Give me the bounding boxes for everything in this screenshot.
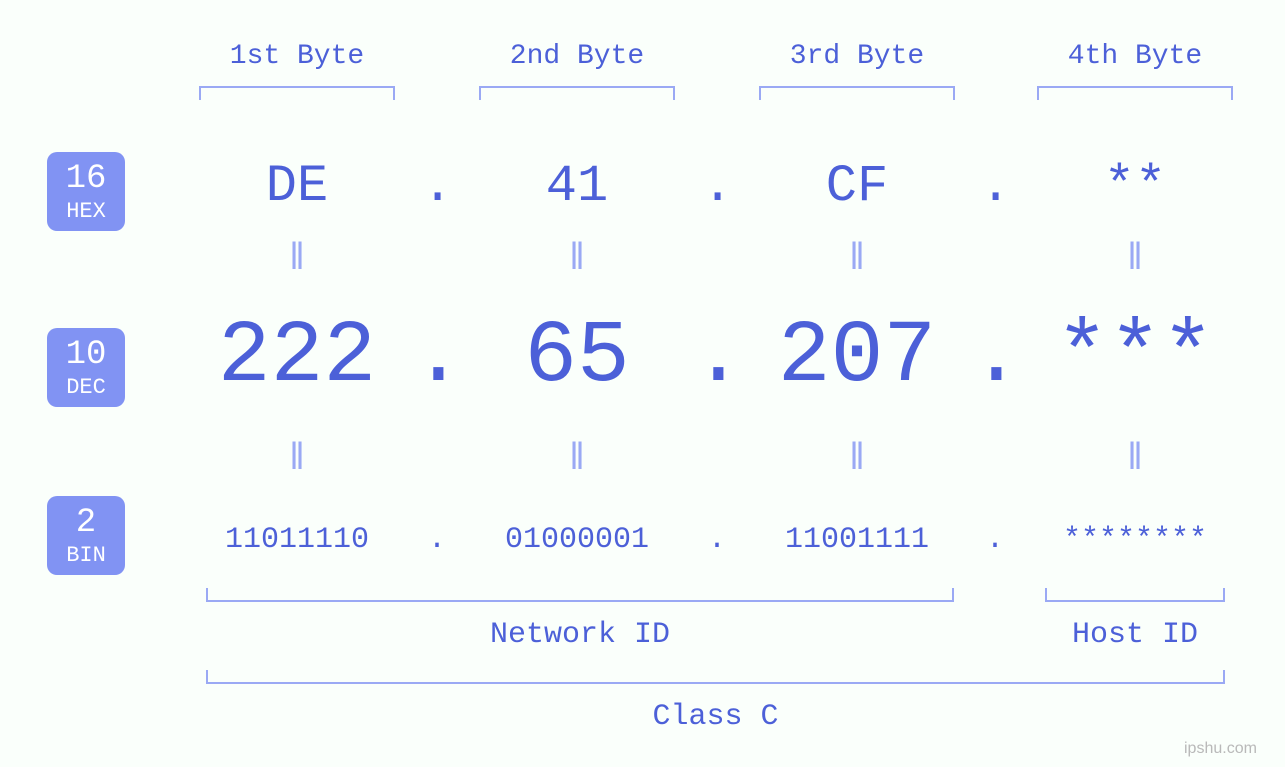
eq1-4: ǁ [1120,238,1150,281]
bin-dot-1: . [422,523,452,557]
badge-bin-lbl: BIN [47,544,125,567]
dec-3: 207 [757,308,957,407]
bin-4: ******** [1035,523,1235,557]
bin-3: 11001111 [757,523,957,557]
hex-dot-2: . [702,157,732,216]
header-bracket-2 [479,86,675,100]
byte-header-4: 4th Byte [1055,41,1215,72]
watermark: ipshu.com [1184,740,1257,758]
byte-header-2: 2nd Byte [497,41,657,72]
host-id-label: Host ID [1045,618,1225,652]
header-bracket-1 [199,86,395,100]
hex-dot-1: . [422,157,452,216]
header-bracket-4 [1037,86,1233,100]
eq2-4: ǁ [1120,438,1150,481]
class-label: Class C [206,700,1225,734]
dec-dot-2: . [692,308,742,407]
badge-dec-num: 10 [47,338,125,374]
badge-hex: 16 HEX [47,152,125,231]
badge-dec: 10 DEC [47,328,125,407]
hex-1: DE [237,157,357,216]
dec-2: 65 [477,308,677,407]
hex-4: ** [1075,157,1195,216]
badge-dec-lbl: DEC [47,376,125,399]
eq2-2: ǁ [562,438,592,481]
badge-hex-num: 16 [47,162,125,198]
hex-dot-3: . [980,157,1010,216]
host-bracket [1045,588,1225,602]
hex-3: CF [797,157,917,216]
class-bracket [206,670,1225,684]
byte-header-1: 1st Byte [217,41,377,72]
bin-1: 11011110 [197,523,397,557]
eq2-1: ǁ [282,438,312,481]
dec-dot-1: . [412,308,462,407]
eq1-1: ǁ [282,238,312,281]
network-id-label: Network ID [206,618,954,652]
badge-bin-num: 2 [47,506,125,542]
hex-2: 41 [517,157,637,216]
network-bracket [206,588,954,602]
eq1-3: ǁ [842,238,872,281]
header-bracket-3 [759,86,955,100]
dec-4: *** [1035,308,1235,407]
bin-dot-3: . [980,523,1010,557]
dec-1: 222 [197,308,397,407]
badge-bin: 2 BIN [47,496,125,575]
eq1-2: ǁ [562,238,592,281]
bin-2: 01000001 [477,523,677,557]
bin-dot-2: . [702,523,732,557]
eq2-3: ǁ [842,438,872,481]
dec-dot-3: . [970,308,1020,407]
byte-header-3: 3rd Byte [777,41,937,72]
badge-hex-lbl: HEX [47,200,125,223]
